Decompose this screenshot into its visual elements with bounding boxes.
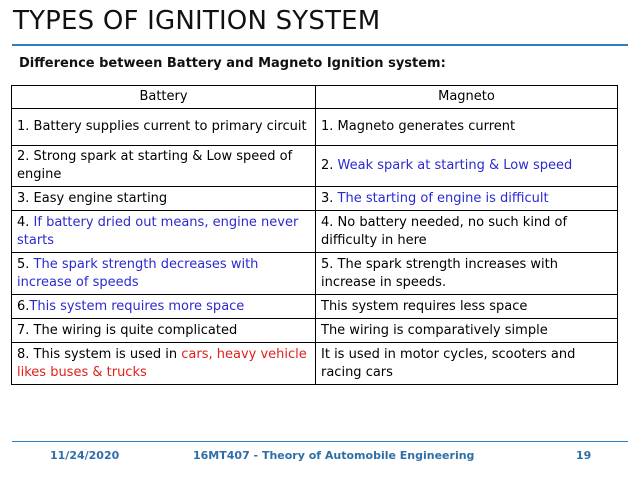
cell-text: 5. The spark strength increases with inc… bbox=[321, 256, 559, 290]
battery-cell: 2. Strong spark at starting & Low speed … bbox=[11, 145, 316, 187]
cell-text: It is used in motor cycles, scooters and… bbox=[321, 346, 576, 380]
magneto-cell: 5. The spark strength increases with inc… bbox=[315, 252, 618, 295]
battery-cell: 5. The spark strength decreases with inc… bbox=[11, 252, 316, 295]
comparison-table: Battery Magneto 1. Battery supplies curr… bbox=[11, 85, 618, 385]
magneto-cell: 4. No battery needed, no such kind of di… bbox=[315, 210, 618, 253]
footer-divider bbox=[12, 441, 628, 442]
slide-title: TYPES OF IGNITION SYSTEM bbox=[13, 6, 381, 36]
highlighted-text: The spark strength decreases with increa… bbox=[17, 256, 259, 290]
slide-subtitle: Difference between Battery and Magneto I… bbox=[19, 56, 446, 71]
magneto-cell: 2. Weak spark at starting & Low speed bbox=[315, 145, 618, 187]
magneto-cell: The wiring is comparatively simple bbox=[315, 318, 618, 343]
battery-cell: 8. This system is used in cars, heavy ve… bbox=[11, 342, 316, 385]
cell-text: 1. Magneto generates current bbox=[321, 119, 516, 134]
battery-cell: 1. Battery supplies current to primary c… bbox=[11, 108, 316, 146]
magneto-cell: It is used in motor cycles, scooters and… bbox=[315, 342, 618, 385]
header-magneto: Magneto bbox=[315, 85, 618, 109]
cell-text: This system requires less space bbox=[321, 298, 528, 314]
magneto-cell: 3. The starting of engine is difficult bbox=[315, 186, 618, 211]
cell-text: 4. bbox=[17, 214, 34, 230]
header-battery: Battery bbox=[11, 85, 316, 109]
magneto-cell: 1. Magneto generates current bbox=[315, 108, 618, 146]
highlighted-text: If battery dried out means, engine never… bbox=[17, 214, 299, 248]
cell-text: The wiring is comparatively simple bbox=[321, 322, 548, 338]
magneto-cell: This system requires less space bbox=[315, 294, 618, 319]
table-row: 3. Easy engine starting 3. The starting … bbox=[11, 186, 618, 211]
table-row: 8. This system is used in cars, heavy ve… bbox=[11, 342, 618, 385]
table-row: 4. If battery dried out means, engine ne… bbox=[11, 210, 618, 253]
battery-cell: 6.This system requires more space bbox=[11, 294, 316, 319]
title-divider bbox=[12, 44, 628, 46]
footer-course: 16MT407 - Theory of Automobile Engineeri… bbox=[193, 449, 475, 462]
cell-text: 2. bbox=[321, 158, 338, 173]
battery-cell: 3. Easy engine starting bbox=[11, 186, 316, 211]
battery-cell: 7. The wiring is quite complicated bbox=[11, 318, 316, 343]
cell-text: 5. bbox=[17, 256, 34, 272]
cell-text: 7. The wiring is quite complicated bbox=[17, 322, 238, 338]
highlighted-text: cars, heavy vehicle likes buses & trucks bbox=[17, 346, 307, 380]
table-header-row: Battery Magneto bbox=[11, 85, 618, 109]
footer-date: 11/24/2020 bbox=[50, 449, 120, 462]
cell-text: 3. bbox=[321, 190, 338, 206]
table-row: 6.This system requires more space This s… bbox=[11, 294, 618, 319]
cell-text: 2. Strong spark at starting & Low speed … bbox=[17, 149, 293, 182]
cell-text: 4. No battery needed, no such kind of di… bbox=[321, 214, 568, 248]
cell-text: 3. Easy engine starting bbox=[17, 190, 168, 206]
cell-text: 6. bbox=[17, 298, 30, 314]
table-row: 7. The wiring is quite complicated The w… bbox=[11, 318, 618, 343]
table-row: 1. Battery supplies current to primary c… bbox=[11, 108, 618, 146]
highlighted-text: The starting of engine is difficult bbox=[337, 190, 549, 206]
battery-cell: 4. If battery dried out means, engine ne… bbox=[11, 210, 316, 253]
table-row: 5. The spark strength decreases with inc… bbox=[11, 252, 618, 295]
highlighted-text: Weak spark at starting & Low speed bbox=[337, 158, 573, 173]
cell-text: 1. Battery supplies current to primary c… bbox=[17, 119, 307, 134]
table-row: 2. Strong spark at starting & Low speed … bbox=[11, 145, 618, 187]
highlighted-text: This system requires more space bbox=[29, 298, 245, 314]
footer-page-number: 19 bbox=[576, 449, 592, 462]
cell-text: 8. This system is used in bbox=[17, 346, 182, 362]
